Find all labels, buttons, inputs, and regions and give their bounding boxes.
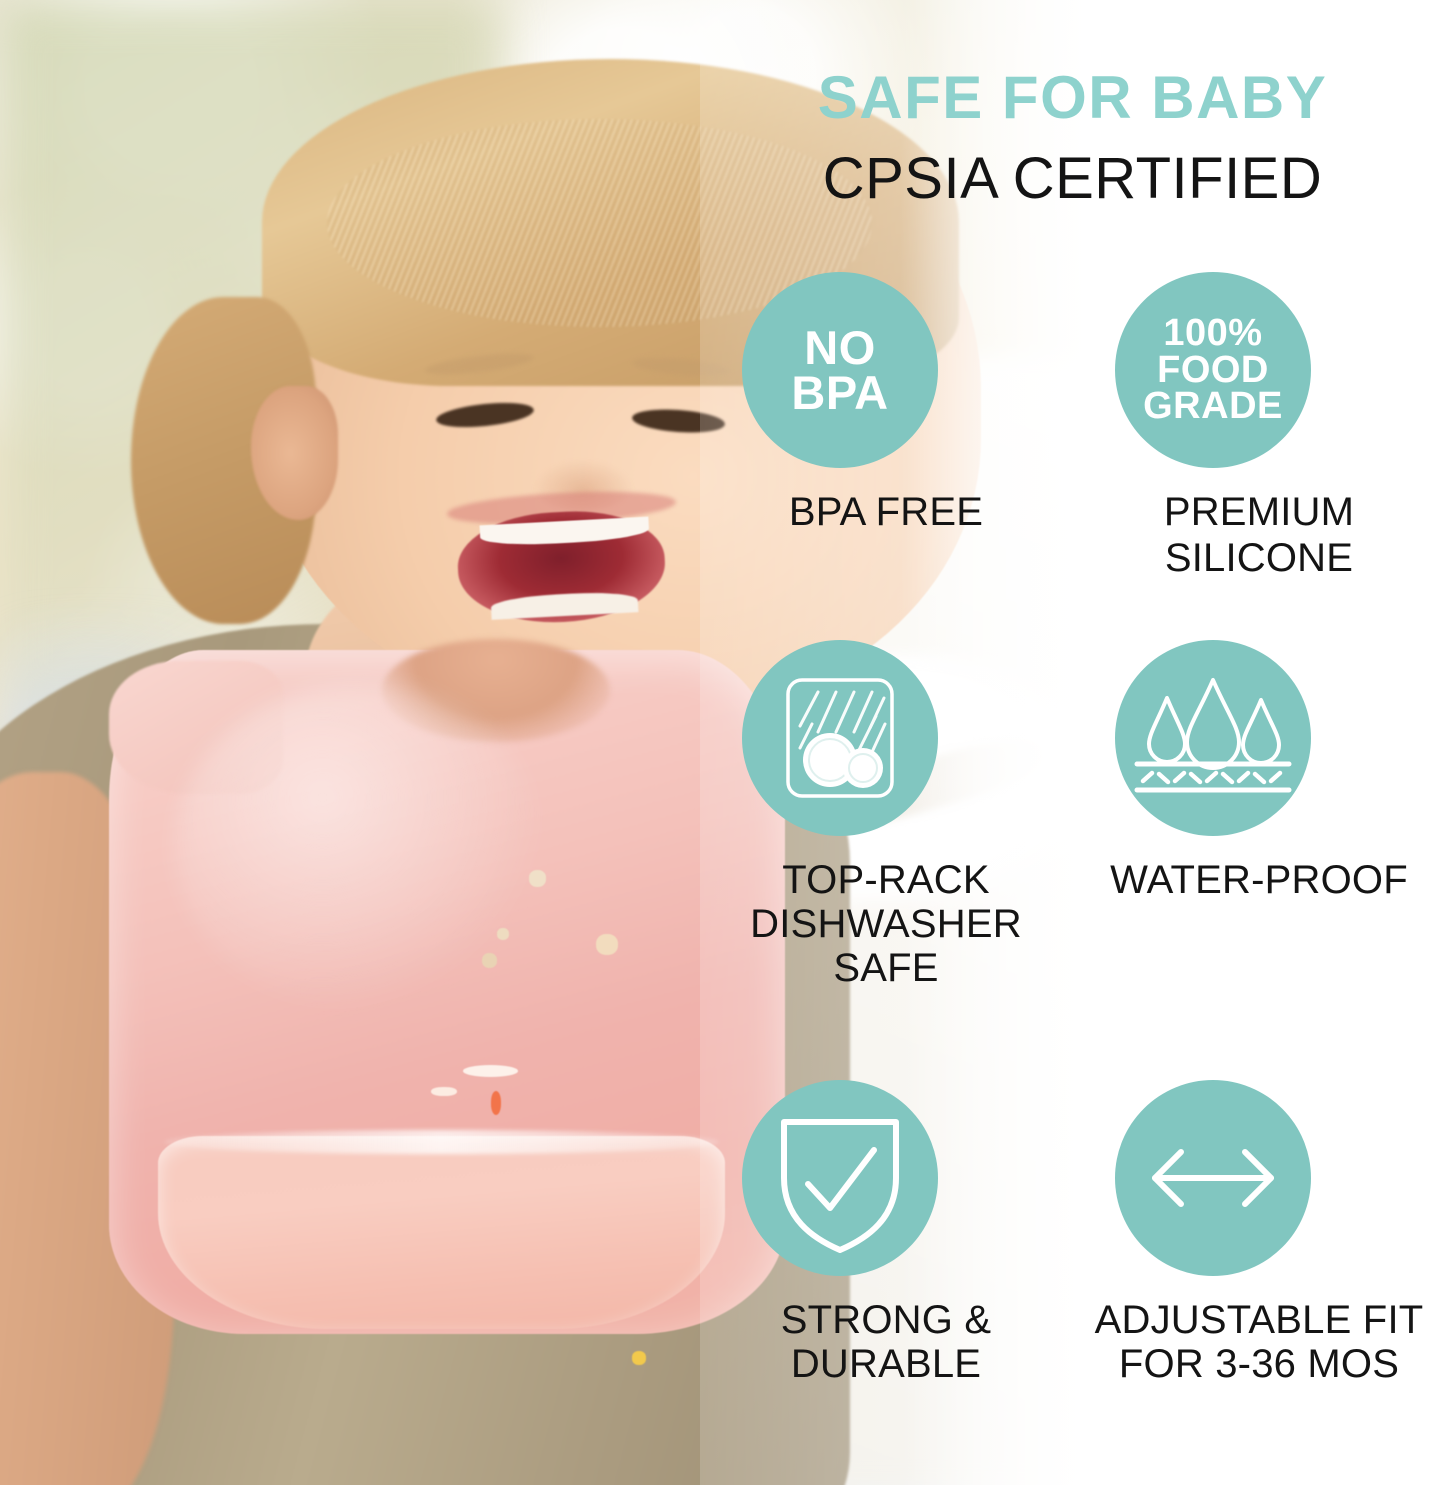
feature-label-strong-line1: STRONG & (780, 1298, 992, 1342)
feature-badge-grid: NO BPA BPA FREE 100% FOOD GRADE PREMIUM … (700, 272, 1445, 1472)
food-crumb (497, 928, 510, 940)
feature-label-adjustable-line1: ADJUSTABLE FIT (1094, 1298, 1424, 1342)
no-bpa-badge-line1: NO (804, 320, 876, 374)
feature-label-premium-silicone-line1: PREMIUM (1163, 490, 1355, 534)
food-crumb (596, 934, 619, 955)
feature-label-strong-line2: DURABLE (790, 1342, 982, 1386)
feature-water-proof: WATER-PROOF (1073, 640, 1445, 904)
child-ear (250, 386, 338, 520)
feature-label-adjustable-line2: FOR 3-36 MOS (1118, 1342, 1400, 1386)
food-grade-badge: 100% FOOD GRADE (1115, 272, 1311, 468)
feature-label-premium-silicone-line2: SILICONE (1164, 535, 1354, 580)
feature-label-dishwasher-line3: SAFE (833, 946, 939, 990)
bib-pocket-lip (163, 1130, 720, 1154)
feature-strong-durable: STRONG & DURABLE (700, 1080, 1072, 1386)
feature-dishwasher-safe: TOP-RACK DISHWASHER SAFE (700, 640, 1072, 990)
food-grade-badge-line2: FOOD (1157, 348, 1269, 391)
food-crumb (528, 870, 547, 887)
bib-food-catcher-pocket (158, 1136, 725, 1330)
feature-premium-silicone: 100% FOOD GRADE PREMIUM SILICONE (1073, 272, 1445, 581)
no-bpa-badge: NO BPA (742, 272, 938, 468)
feature-label-dishwasher-line1: TOP-RACK (782, 858, 990, 902)
food-grade-badge-line3: GRADE (1143, 385, 1283, 428)
food-crumb (490, 1091, 502, 1116)
food-crumb (463, 1064, 518, 1077)
food-crumb (632, 1351, 647, 1365)
food-grade-badge-line1: 100% (1163, 312, 1263, 355)
lifestyle-product-photo (0, 0, 1090, 1485)
feature-label-water-proof: WATER-PROOF (1110, 858, 1408, 902)
feature-label-bpa-free: BPA FREE (788, 490, 984, 534)
headline-block: SAFE FOR BABY CPSIA CERTIFIED (700, 68, 1445, 208)
food-crumb (481, 953, 498, 969)
headline-secondary: CPSIA CERTIFIED (822, 146, 1323, 211)
no-bpa-badge-line2: BPA (791, 366, 889, 419)
headline-primary: SAFE FOR BABY (817, 64, 1328, 131)
feature-label-dishwasher-line2: DISHWASHER (750, 902, 1022, 946)
feature-bpa-free: NO BPA BPA FREE (700, 272, 1072, 536)
food-crumb (430, 1087, 457, 1096)
dishwasher-icon (742, 640, 938, 836)
horizontal-double-arrow-icon (1115, 1080, 1311, 1276)
feature-adjustable-fit: ADJUSTABLE FIT FOR 3-36 MOS (1073, 1080, 1445, 1386)
shield-check-icon (742, 1080, 938, 1276)
water-droplets-icon (1115, 640, 1311, 836)
